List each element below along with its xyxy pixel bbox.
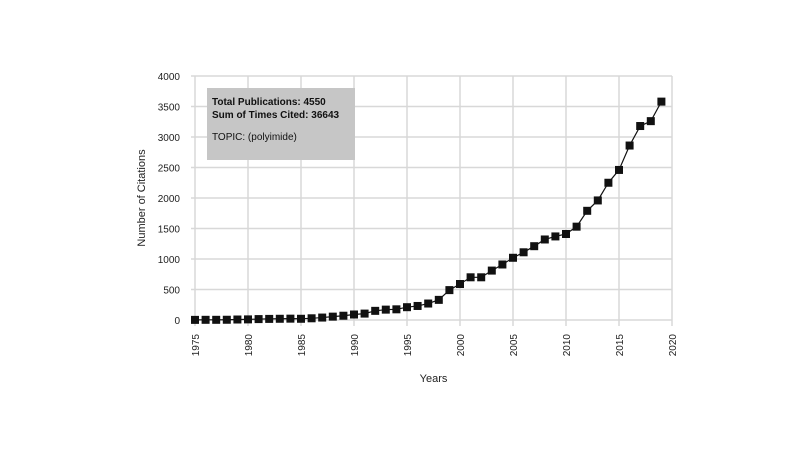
y-tick-label: 3000 (158, 133, 181, 144)
data-point (328, 312, 337, 321)
data-point (530, 242, 539, 251)
y-tick-label: 0 (174, 316, 180, 327)
data-point (646, 117, 655, 126)
x-tick-label: 2005 (509, 334, 520, 357)
x-tick-label: 1990 (350, 334, 361, 357)
y-tick-label: 2000 (158, 194, 181, 205)
data-point (636, 122, 645, 131)
data-point (286, 314, 295, 323)
data-point (540, 235, 549, 244)
y-tick-label: 1500 (158, 225, 181, 236)
data-point (456, 280, 464, 289)
x-tick-label: 2000 (456, 334, 467, 357)
x-tick-label: 2010 (562, 334, 573, 357)
data-point (615, 165, 623, 174)
data-point (254, 315, 263, 324)
data-point (275, 314, 284, 323)
data-point (445, 286, 454, 295)
x-tick-label: 2020 (668, 334, 679, 357)
data-point (625, 141, 634, 150)
data-point (551, 232, 560, 241)
y-tick-label: 3500 (158, 103, 181, 114)
data-point (307, 314, 316, 323)
data-point (413, 301, 422, 310)
data-point (604, 178, 613, 187)
data-point (562, 229, 570, 238)
y-tick-label: 4000 (158, 72, 181, 83)
data-point (222, 315, 231, 324)
data-point (318, 313, 327, 322)
data-point (434, 295, 443, 304)
data-point (593, 196, 602, 205)
data-point (371, 306, 380, 315)
data-point (477, 273, 486, 282)
x-tick-label: 1980 (244, 334, 255, 357)
data-point (191, 315, 199, 324)
data-point (466, 273, 475, 282)
topic-label: TOPIC: (polyimide) (212, 132, 297, 143)
data-point (392, 305, 401, 314)
data-point (424, 299, 433, 308)
data-point (381, 305, 390, 314)
data-point (509, 253, 517, 262)
data-point (583, 206, 592, 215)
data-point (360, 309, 369, 318)
summary-box: Total Publications: 4550 Sum of Times Ci… (207, 88, 355, 160)
x-tick-label: 1985 (297, 334, 308, 357)
sum-times-cited: Sum of Times Cited: 36643 (212, 110, 340, 121)
data-point (519, 248, 528, 257)
data-point (498, 260, 507, 269)
data-point (244, 315, 252, 324)
data-point (487, 266, 496, 275)
data-point (339, 311, 348, 320)
y-tick-label: 2500 (158, 164, 181, 175)
data-point (572, 222, 581, 231)
y-axis-label: Number of Citations (136, 149, 148, 247)
data-point (265, 314, 274, 323)
y-tick-label: 1000 (158, 255, 181, 266)
total-publications: Total Publications: 4550 (212, 97, 326, 108)
data-point (657, 97, 666, 106)
x-axis-label: Years (420, 373, 448, 385)
data-point (350, 310, 358, 319)
data-point (212, 315, 221, 324)
y-tick-label: 500 (163, 286, 180, 297)
x-tick-label: 1995 (403, 334, 414, 357)
data-point (297, 314, 305, 323)
data-point (403, 303, 411, 312)
x-tick-label: 2015 (615, 334, 626, 357)
data-point (201, 315, 210, 324)
data-point (233, 315, 242, 324)
x-tick-label: 1975 (191, 334, 202, 357)
